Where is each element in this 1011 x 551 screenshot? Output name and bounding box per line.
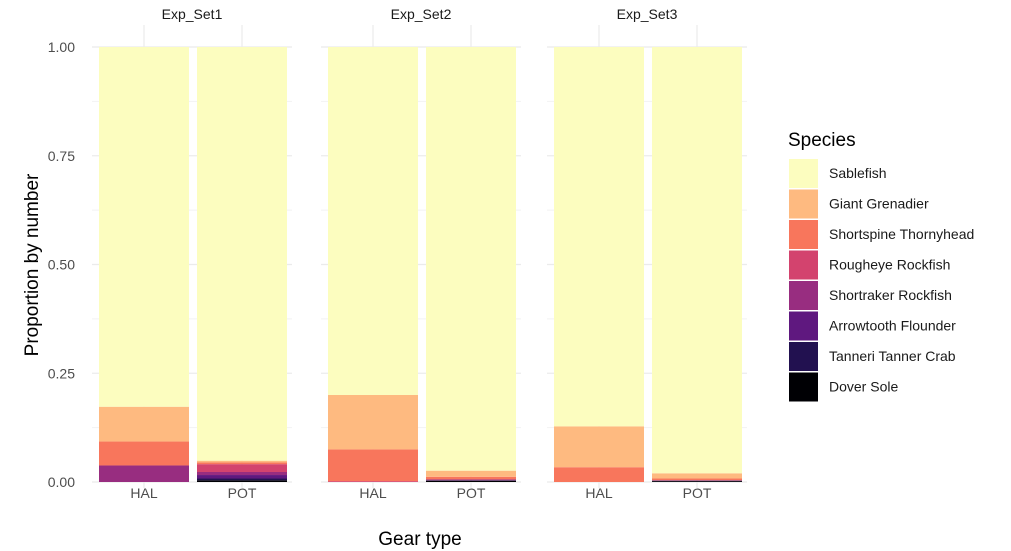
y-tick-label: 0.75 — [48, 148, 75, 164]
legend-title: Species — [788, 130, 856, 151]
legend-label: Arrowtooth Flounder — [829, 318, 956, 334]
x-tick-label: HAL — [585, 485, 612, 501]
bar-segment-dover-sole — [652, 481, 742, 482]
y-tick-label: 1.00 — [48, 39, 75, 55]
facet-strip-label: Exp_Set1 — [162, 6, 223, 22]
stacked-bar-Exp_Set2-HAL — [328, 47, 418, 482]
legend-swatch — [789, 342, 818, 371]
legend-label: Giant Grenadier — [829, 196, 929, 212]
bar-segment-dover-sole — [426, 480, 516, 482]
legend: Species Sablefish Giant Grenadier Shortspi… — [788, 130, 974, 402]
x-axis-title: Gear type — [378, 529, 461, 550]
legend-item: Tanneri Tanner Crab — [789, 342, 956, 371]
legend-swatch — [789, 189, 818, 219]
bar-segment-shortspine-thornyhead — [554, 467, 644, 482]
bar-segment-giant-grenadier — [426, 470, 516, 477]
bar-segment-arrowtooth-flounder — [197, 475, 287, 479]
x-tick-label: POT — [228, 485, 257, 501]
legend-label: Dover Sole — [829, 379, 898, 395]
facet-strip-label: Exp_Set3 — [617, 6, 678, 22]
legend-label: Rougheye Rockfish — [829, 257, 950, 273]
y-tick-labels: 0.00 0.25 0.50 0.75 1.00 — [48, 39, 75, 490]
legend-swatch — [789, 220, 818, 249]
legend-swatch — [789, 311, 818, 341]
bar-segment-shortraker-rockfish — [99, 465, 189, 482]
bar-segment-shortspine-thornyhead — [426, 476, 516, 480]
stacked-bar-Exp_Set3-HAL — [554, 47, 644, 482]
bar-segment-shortspine-thornyhead — [328, 449, 418, 482]
legend-label: Shortspine Thornyhead — [829, 226, 974, 242]
facet-strip-labels: Exp_Set1 Exp_Set2 Exp_Set3 — [162, 6, 678, 22]
legend-items: Sablefish Giant Grenadier Shortspine Thorn… — [789, 159, 974, 402]
bar-segment-shortspine-thornyhead — [652, 478, 742, 481]
stacked-bar-Exp_Set2-POT — [426, 47, 516, 482]
legend-item: Shortraker Rockfish — [789, 281, 952, 310]
x-tick-label: POT — [683, 485, 712, 501]
legend-label: Shortraker Rockfish — [829, 287, 952, 303]
x-tick-label: HAL — [359, 485, 386, 501]
legend-item: Sablefish — [789, 159, 887, 188]
y-tick-label: 0.00 — [48, 474, 75, 490]
x-tick-labels: HAL POT HAL POT HAL POT — [130, 485, 711, 501]
grid-layer — [92, 25, 747, 488]
bar-segment-shortspine-thornyhead — [99, 441, 189, 466]
bar-segment-giant-grenadier — [652, 473, 742, 479]
bars-layer — [99, 47, 742, 482]
y-tick-label: 0.50 — [48, 257, 75, 273]
y-tick-label: 0.25 — [48, 365, 75, 381]
bar-segment-giant-grenadier — [554, 426, 644, 468]
stacked-bar-Exp_Set3-POT — [652, 47, 742, 482]
bar-segment-rougheye-rockfish — [328, 481, 418, 482]
legend-label: Tanneri Tanner Crab — [829, 348, 956, 364]
bar-segment-rougheye-rockfish — [197, 464, 287, 472]
bar-segment-sablefish — [426, 47, 516, 471]
legend-item: Giant Grenadier — [789, 189, 929, 219]
bar-segment-shortspine-thornyhead — [197, 462, 287, 465]
bar-segment-shortraker-rockfish — [197, 471, 287, 476]
x-tick-label: HAL — [130, 485, 157, 501]
stacked-bar-Exp_Set1-POT — [197, 47, 287, 482]
bar-segment-sablefish — [99, 47, 189, 407]
legend-swatch — [789, 372, 818, 402]
bar-segment-sablefish — [652, 47, 742, 474]
x-tick-label: POT — [457, 485, 486, 501]
bar-segment-sablefish — [197, 47, 287, 461]
legend-item: Dover Sole — [789, 372, 898, 402]
bar-segment-sablefish — [328, 47, 418, 395]
bar-segment-giant-grenadier — [328, 395, 418, 450]
legend-item: Rougheye Rockfish — [789, 250, 950, 280]
bar-segment-giant-grenadier — [197, 460, 287, 463]
legend-swatch — [789, 250, 818, 280]
legend-label: Sablefish — [829, 165, 887, 181]
legend-swatch — [789, 281, 818, 310]
bar-segment-tanneri-tanner-crab — [197, 478, 287, 481]
bar-segment-sablefish — [554, 47, 644, 427]
legend-item: Shortspine Thornyhead — [789, 220, 974, 249]
legend-item: Arrowtooth Flounder — [789, 311, 956, 341]
y-axis-title: Proportion by number — [22, 173, 43, 356]
legend-swatch — [789, 159, 818, 188]
bar-segment-shortraker-rockfish — [426, 479, 516, 481]
bar-segment-giant-grenadier — [99, 406, 189, 442]
bar-segment-dover-sole — [197, 480, 287, 482]
stacked-bar-Exp_Set1-HAL — [99, 47, 189, 482]
facet-strip-label: Exp_Set2 — [391, 6, 452, 22]
